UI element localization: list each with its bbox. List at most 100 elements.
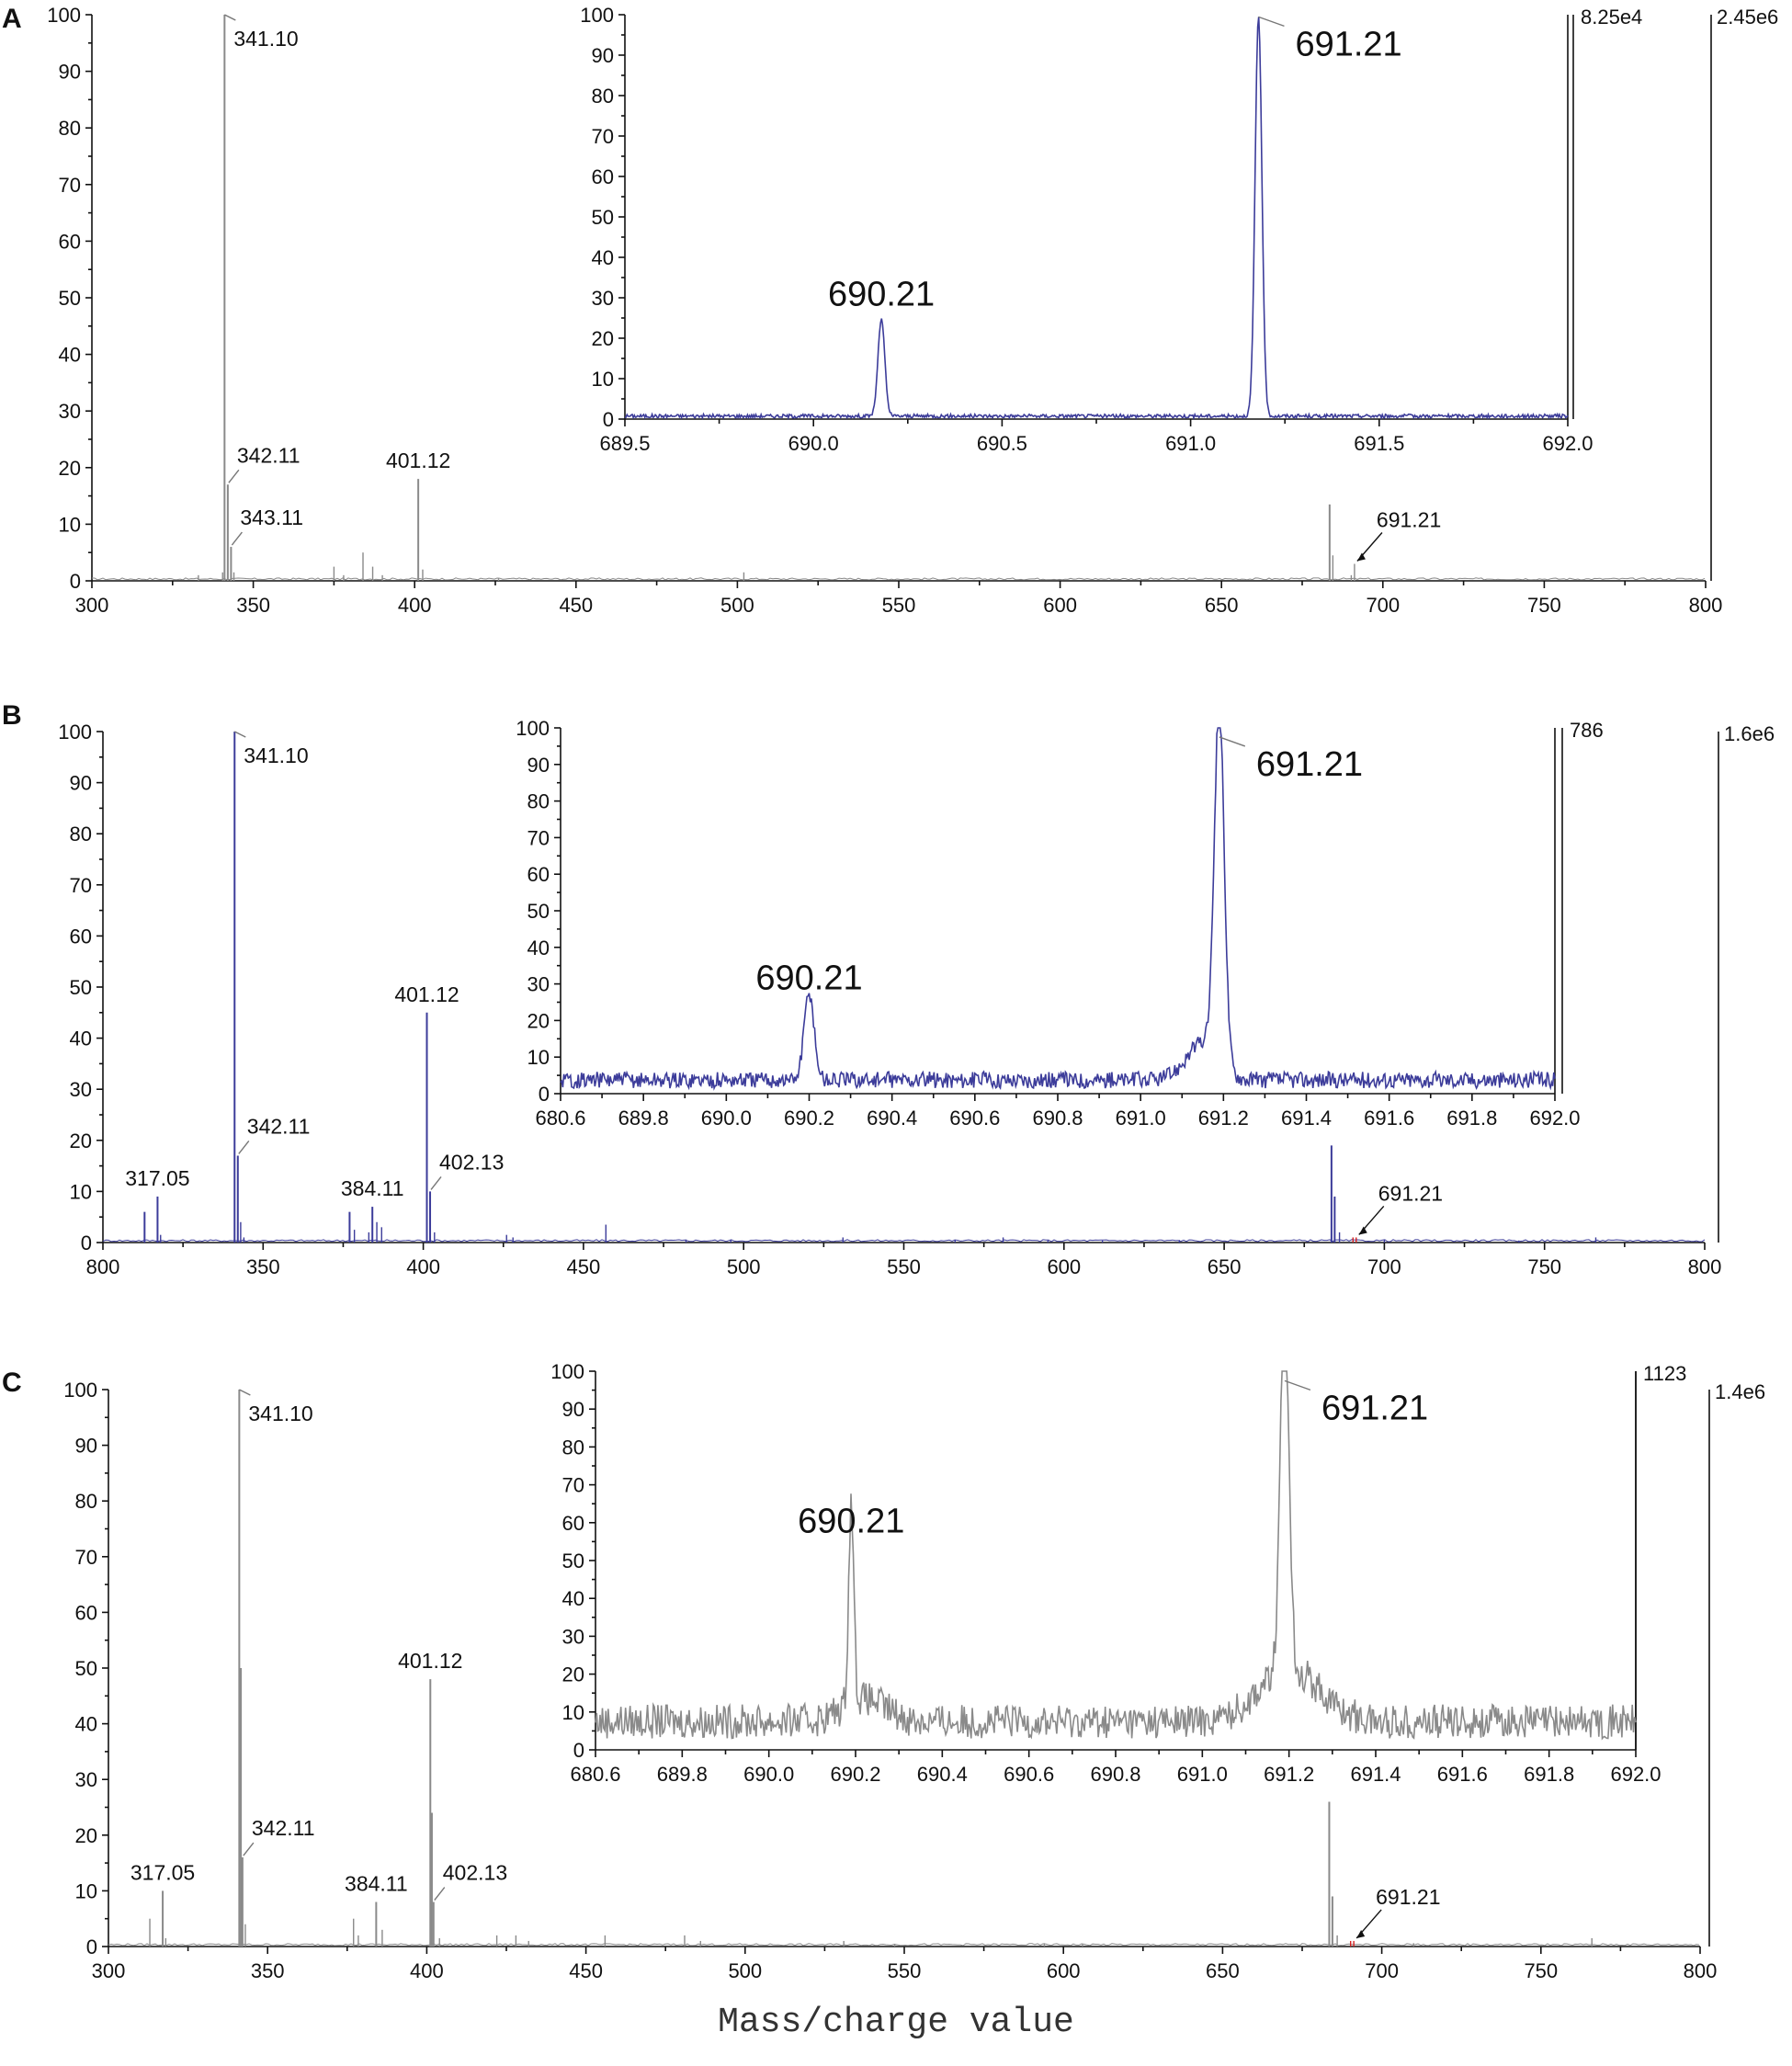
main-x-tick-label: 550 — [882, 594, 916, 617]
inset-background — [595, 1368, 1639, 1754]
main-x-tick-label: 800 — [86, 1255, 120, 1278]
main-y-tick-label: 10 — [75, 1879, 97, 1902]
main-y-tick-label: 80 — [75, 1490, 97, 1513]
peak-label-hook — [238, 1141, 250, 1154]
peak-label: 401.12 — [398, 1649, 462, 1673]
main-y-tick-label: 30 — [75, 1768, 97, 1791]
peak-label-hook — [434, 1887, 446, 1901]
main-x-tick-label: 500 — [728, 1959, 762, 1982]
inset-scale-label: 1123 — [1643, 1362, 1686, 1385]
main-x-tick-label: 700 — [1366, 594, 1400, 617]
inset-y-tick-label: 20 — [562, 1663, 584, 1686]
inset-x-tick-label: 690.8 — [1032, 1107, 1083, 1129]
main-y-tick-label: 20 — [70, 1129, 92, 1152]
main-x-tick-label: 650 — [1208, 1255, 1242, 1278]
inset-y-tick-label: 40 — [592, 246, 614, 269]
main-y-tick-label: 50 — [75, 1657, 97, 1680]
main-y-tick-label: 60 — [70, 925, 92, 948]
inset-y-tick-label: 90 — [592, 44, 614, 67]
inset-y-tick-label: 60 — [527, 863, 550, 886]
main-x-tick-label: 750 — [1524, 1959, 1558, 1982]
main-y-tick-label: 20 — [59, 457, 81, 480]
inset-x-tick-label: 691.8 — [1524, 1763, 1574, 1786]
peak-label: 342.11 — [237, 443, 301, 467]
inset-x-tick-label: 691.5 — [1354, 432, 1404, 455]
main-y-tick-label: 40 — [75, 1713, 97, 1736]
inset-x-tick-label: 690.4 — [867, 1107, 917, 1129]
inset-x-tick-label: 691.4 — [1350, 1763, 1401, 1786]
inset-y-tick-label: 90 — [562, 1398, 584, 1421]
peak-label: 402.13 — [439, 1150, 504, 1174]
main-y-tick-label: 80 — [70, 823, 92, 846]
inset-y-tick-label: 10 — [527, 1046, 550, 1069]
inset-x-tick-label: 692.0 — [1529, 1107, 1580, 1129]
inset-spectrum-trace — [624, 17, 1569, 421]
inset-peak-label: 691.21 — [1256, 745, 1363, 784]
inset-x-tick-label: 690.0 — [788, 432, 839, 455]
main-x-tick-label: 600 — [1043, 594, 1077, 617]
peak-label-hook — [243, 1842, 255, 1856]
main-x-tick-label: 450 — [559, 594, 593, 617]
inset-y-tick-label: 0 — [573, 1739, 584, 1762]
peak-label-arrowhead — [1358, 1226, 1367, 1235]
inset-y-tick-label: 70 — [527, 826, 550, 849]
main-x-tick-label: 800 — [1689, 594, 1723, 617]
inset-y-tick-label: 100 — [550, 1360, 584, 1383]
main-y-tick-label: 0 — [86, 1935, 97, 1958]
main-y-tick-label: 100 — [58, 721, 92, 744]
main-x-tick-label: 600 — [1047, 1255, 1081, 1278]
inset-y-tick-label: 70 — [562, 1474, 584, 1497]
peak-label: 384.11 — [345, 1872, 408, 1896]
inset-x-tick-label: 690.0 — [701, 1107, 752, 1129]
peak-label: 343.11 — [240, 505, 303, 529]
main-y-tick-label: 60 — [59, 230, 81, 253]
inset-x-tick-label: 690.2 — [830, 1763, 880, 1786]
inset-y-tick-label: 30 — [562, 1625, 584, 1648]
main-y-tick-label: 90 — [59, 61, 81, 84]
peak-label-hook — [228, 469, 240, 483]
peak-label-hook — [239, 1389, 251, 1396]
main-y-tick-label: 10 — [70, 1180, 92, 1203]
inset-x-tick-label: 680.6 — [570, 1763, 620, 1786]
peak-label: 402.13 — [443, 1861, 507, 1885]
inset-y-tick-label: 0 — [603, 408, 614, 431]
inset-background — [625, 11, 1571, 423]
scale-label: 2.45e6 — [1717, 6, 1778, 28]
peak-label: 384.11 — [341, 1176, 404, 1200]
inset-x-tick-label: 691.2 — [1264, 1763, 1314, 1786]
inset-x-tick-label: 690.6 — [949, 1107, 1000, 1129]
inset-y-tick-label: 10 — [562, 1701, 584, 1724]
inset-y-tick-label: 50 — [562, 1550, 584, 1572]
inset-x-tick-label: 690.8 — [1090, 1763, 1140, 1786]
inset-y-tick-label: 90 — [527, 754, 550, 777]
inset-peak-hook — [1258, 16, 1285, 28]
peak-label: 341.10 — [244, 744, 308, 767]
inset-x-tick-label: 691.0 — [1116, 1107, 1166, 1129]
peak-label: 691.21 — [1378, 1181, 1443, 1205]
panel-label: A — [2, 4, 22, 34]
inset-y-tick-label: 20 — [592, 327, 614, 350]
inset-y-tick-label: 20 — [527, 1009, 550, 1032]
inset-x-tick-label: 690.6 — [1004, 1763, 1054, 1786]
main-x-tick-label: 400 — [398, 594, 432, 617]
main-y-tick-label: 40 — [59, 344, 81, 367]
main-x-tick-label: 800 — [1684, 1959, 1718, 1982]
inset-peak-label: 691.21 — [1295, 25, 1401, 63]
main-x-tick-label: 300 — [75, 594, 109, 617]
inset-x-tick-label: 691.2 — [1198, 1107, 1249, 1129]
main-y-tick-label: 40 — [70, 1027, 92, 1050]
main-x-tick-label: 350 — [236, 594, 270, 617]
baseline-noise — [92, 577, 1706, 581]
inset-peak-label: 690.21 — [755, 959, 862, 997]
peak-label: 317.05 — [130, 1860, 195, 1884]
main-y-tick-label: 0 — [70, 570, 81, 593]
peak-label-hook — [231, 531, 243, 546]
inset-y-tick-label: 0 — [539, 1083, 550, 1106]
panel-label: C — [2, 1368, 22, 1398]
scale-label: 1.4e6 — [1715, 1380, 1765, 1403]
inset-scale-label: 8.25e4 — [1581, 6, 1642, 28]
inset-x-tick-label: 691.0 — [1177, 1763, 1228, 1786]
inset-zoom: 0 10 20 30 40 50 60 70 80 90 100 689.5 690.0 690.5 691… — [580, 4, 1642, 455]
